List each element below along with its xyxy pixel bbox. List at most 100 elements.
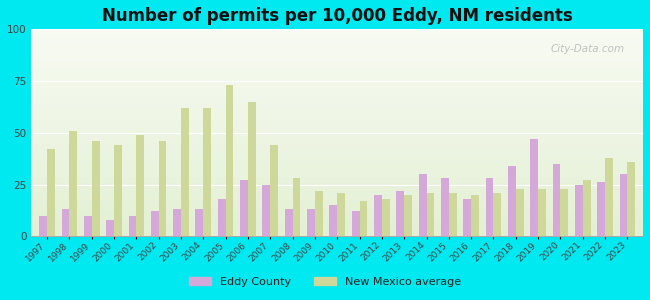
Bar xyxy=(31,40,643,41)
Bar xyxy=(31,222,643,223)
Bar xyxy=(31,120,643,122)
Bar xyxy=(463,199,471,236)
Bar xyxy=(31,124,643,125)
Bar xyxy=(307,209,315,236)
Bar xyxy=(31,89,643,90)
Bar xyxy=(31,218,643,219)
Bar xyxy=(31,57,643,58)
Bar xyxy=(31,29,643,30)
Bar xyxy=(31,114,643,115)
Bar xyxy=(39,216,47,236)
Bar xyxy=(449,193,457,236)
Bar xyxy=(31,46,643,47)
Bar xyxy=(31,140,643,141)
Bar xyxy=(31,144,643,145)
Bar xyxy=(31,148,643,149)
Bar xyxy=(31,107,643,108)
Bar xyxy=(619,174,627,236)
Bar xyxy=(31,116,643,117)
Bar xyxy=(31,166,643,167)
Bar xyxy=(31,63,643,64)
Bar xyxy=(31,87,643,88)
Bar xyxy=(31,94,643,95)
Bar xyxy=(359,201,367,236)
Bar xyxy=(31,191,643,192)
Bar xyxy=(31,158,643,159)
Bar xyxy=(31,53,643,54)
Text: City-Data.com: City-Data.com xyxy=(551,44,625,54)
Bar xyxy=(31,31,643,32)
Bar xyxy=(31,149,643,150)
Bar xyxy=(292,178,300,236)
Bar xyxy=(31,133,643,134)
Bar xyxy=(31,130,643,131)
Bar xyxy=(31,162,643,163)
Bar xyxy=(31,167,643,168)
Bar xyxy=(31,68,643,69)
Bar xyxy=(31,204,643,205)
Bar xyxy=(31,93,643,94)
Bar xyxy=(92,141,99,236)
Bar xyxy=(31,127,643,128)
Bar xyxy=(31,128,643,129)
Bar xyxy=(508,166,516,236)
Bar xyxy=(419,174,426,236)
Bar xyxy=(31,39,643,40)
Bar xyxy=(597,182,605,236)
Bar xyxy=(31,161,643,162)
Bar xyxy=(31,92,643,93)
Bar xyxy=(31,109,643,110)
Bar xyxy=(31,216,643,217)
Bar xyxy=(31,81,643,82)
Bar xyxy=(31,49,643,50)
Bar xyxy=(31,224,643,225)
Bar xyxy=(31,74,643,75)
Bar xyxy=(106,220,114,236)
Bar xyxy=(31,72,643,73)
Bar xyxy=(31,193,643,194)
Bar xyxy=(31,207,643,208)
Bar xyxy=(31,229,643,230)
Bar xyxy=(31,37,643,38)
Bar xyxy=(31,141,643,142)
Bar xyxy=(31,186,643,187)
Bar xyxy=(203,108,211,236)
Bar xyxy=(31,73,643,74)
Bar xyxy=(31,234,643,235)
Bar xyxy=(31,59,643,60)
Bar xyxy=(575,184,583,236)
Bar xyxy=(31,165,643,166)
Bar xyxy=(31,180,643,181)
Bar xyxy=(31,201,643,202)
Bar xyxy=(31,134,643,135)
Bar xyxy=(31,90,643,92)
Bar xyxy=(47,149,55,236)
Bar xyxy=(31,112,643,113)
Bar xyxy=(31,223,643,224)
Bar xyxy=(31,85,643,86)
Bar xyxy=(31,154,643,155)
Bar xyxy=(31,119,643,120)
Bar xyxy=(31,231,643,232)
Bar xyxy=(270,145,278,236)
Bar xyxy=(285,209,292,236)
Bar xyxy=(396,191,404,236)
Bar xyxy=(560,189,568,236)
Bar xyxy=(31,226,643,227)
Bar xyxy=(516,189,524,236)
Bar xyxy=(226,85,233,236)
Bar xyxy=(583,180,591,236)
Bar xyxy=(31,159,643,160)
Bar xyxy=(31,32,643,33)
Bar xyxy=(31,129,643,130)
Bar xyxy=(84,216,92,236)
Bar xyxy=(31,84,643,85)
Bar xyxy=(31,225,643,226)
Bar xyxy=(31,187,643,188)
Bar xyxy=(337,193,345,236)
Bar xyxy=(31,152,643,154)
Bar xyxy=(31,199,643,200)
Bar xyxy=(31,56,643,57)
Bar xyxy=(426,193,434,236)
Bar xyxy=(31,75,643,76)
